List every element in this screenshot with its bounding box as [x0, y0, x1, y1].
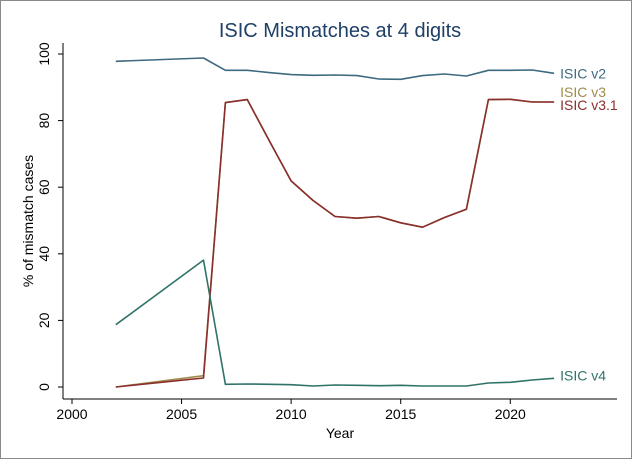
- x-tick-label: 2005: [166, 406, 197, 422]
- y-tick-label: 0: [36, 383, 52, 391]
- series-label-isic-v3: ISIC v3: [560, 84, 606, 100]
- y-tick-label: 80: [36, 113, 52, 129]
- x-tick-label: 2010: [276, 406, 307, 422]
- series-line-isic-v4: [115, 259, 555, 387]
- x-tick-label: 2015: [385, 406, 416, 422]
- y-tick-label: 100: [36, 42, 52, 66]
- y-tick-label: 20: [36, 312, 52, 328]
- y-tick-label: 40: [36, 246, 52, 262]
- series-lines: [115, 57, 555, 388]
- series-label-isic-v4: ISIC v4: [560, 367, 606, 383]
- y-axis-label: % of mismatch cases: [20, 155, 36, 287]
- y-tick-label: 60: [36, 179, 52, 195]
- axes: 0 20 40 60 80 100 2000 2005 2010 2015 2020: [36, 42, 617, 422]
- series-line-isic-v3-1: [115, 98, 555, 388]
- x-tick-label: 2000: [56, 406, 87, 422]
- series-label-isic-v2: ISIC v2: [560, 65, 606, 81]
- x-tick-label: 2020: [495, 406, 526, 422]
- series-label-isic-v3-1: ISIC v3.1: [560, 97, 618, 113]
- x-axis-label: Year: [326, 425, 355, 441]
- chart-title: ISIC Mismatches at 4 digits: [219, 20, 461, 42]
- series-line-isic-v3: [115, 98, 555, 388]
- series-line-isic-v2: [115, 57, 555, 81]
